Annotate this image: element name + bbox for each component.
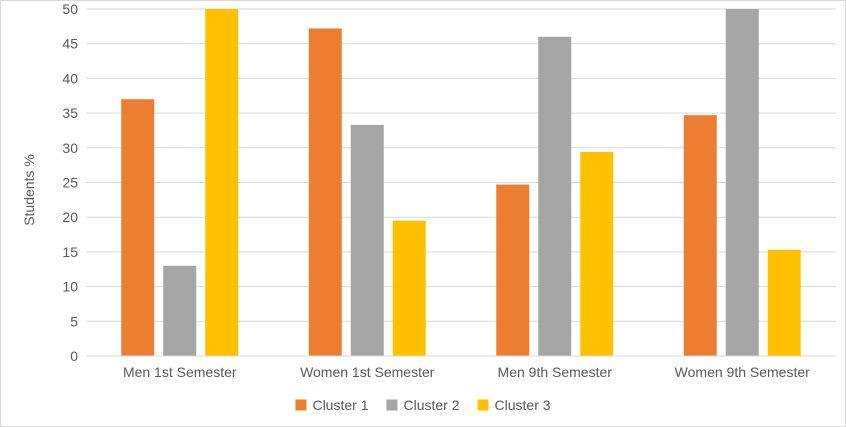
x-axis-ticks: Men 1st Semester Women 1st Semester Men 9t… [123, 364, 810, 380]
bar-cluster-1 [496, 184, 530, 356]
y-tick-label: 50 [62, 1, 78, 17]
y-tick-label: 35 [62, 105, 78, 121]
bar-cluster-1 [683, 115, 717, 356]
bar-cluster-3 [580, 151, 614, 356]
legend-swatch [477, 399, 489, 411]
bar-cluster-3 [205, 9, 239, 356]
y-tick-label: 45 [62, 36, 78, 52]
bar-cluster-3 [392, 220, 426, 356]
legend-label: Cluster 3 [495, 397, 551, 413]
x-tick-label: Women 9th Semester [675, 364, 810, 380]
bar-cluster-3 [767, 249, 801, 356]
y-axis-label: Students % [21, 154, 37, 226]
y-tick-label: 15 [62, 244, 78, 260]
legend: Cluster 1 Cluster 2 Cluster 3 [295, 397, 551, 413]
x-tick-label: Men 9th Semester [498, 364, 613, 380]
y-tick-label: 20 [62, 209, 78, 225]
legend-item: Cluster 3 [477, 397, 551, 413]
legend-item: Cluster 2 [386, 397, 460, 413]
legend-label: Cluster 1 [312, 397, 368, 413]
legend-swatch [295, 399, 307, 411]
bar-cluster-2 [725, 9, 759, 356]
bar-cluster-2 [350, 124, 384, 356]
y-tick-label: 40 [62, 70, 78, 86]
y-tick-label: 5 [70, 313, 78, 329]
y-tick-label: 10 [62, 279, 78, 295]
legend-label: Cluster 2 [403, 397, 459, 413]
bar-cluster-1 [308, 28, 342, 356]
y-tick-label: 25 [62, 175, 78, 191]
bar-cluster-2 [538, 36, 572, 356]
x-tick-label: Men 1st Semester [123, 364, 237, 380]
legend-swatch [386, 399, 398, 411]
legend-item: Cluster 1 [295, 397, 369, 413]
y-axis-ticks: 0 5 10 15 20 25 30 35 40 45 50 [62, 1, 78, 364]
bar-cluster-1 [121, 99, 155, 356]
y-tick-label: 0 [70, 348, 78, 364]
y-tick-label: 30 [62, 140, 78, 156]
bars [121, 9, 801, 356]
x-tick-label: Women 1st Semester [300, 364, 435, 380]
bar-cluster-2 [163, 265, 197, 356]
gridlines [86, 8, 836, 322]
